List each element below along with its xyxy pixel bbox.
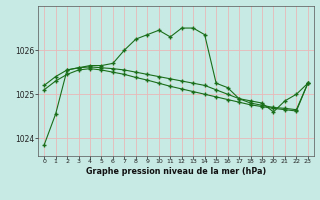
X-axis label: Graphe pression niveau de la mer (hPa): Graphe pression niveau de la mer (hPa) (86, 167, 266, 176)
